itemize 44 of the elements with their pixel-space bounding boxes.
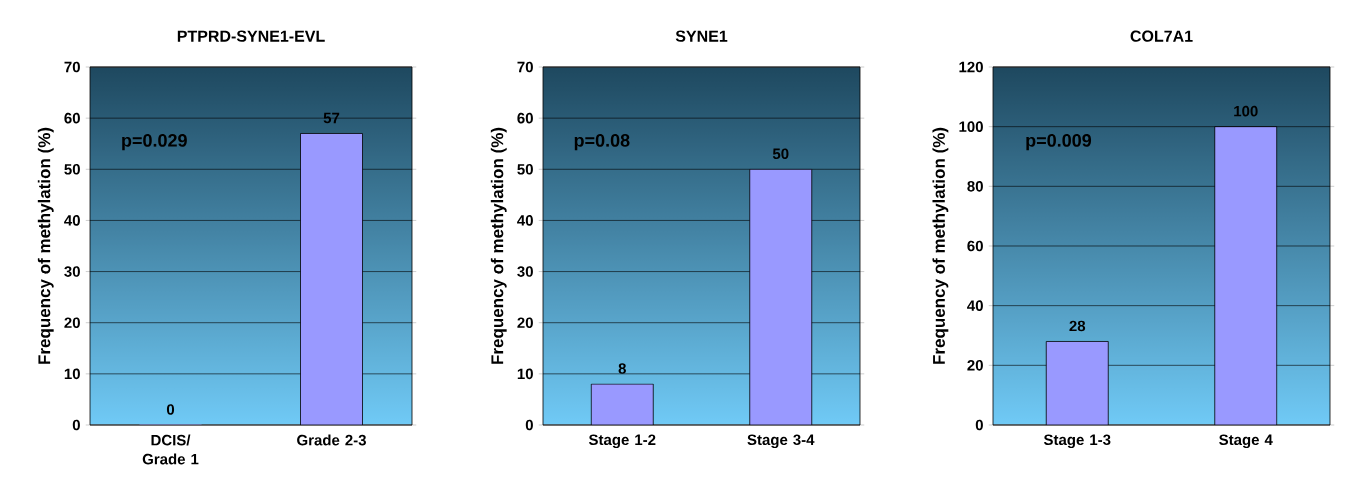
chart-title: PTPRD-SYNE1-EVL [177, 30, 325, 42]
data-label: 100 [1234, 105, 1258, 117]
chart-title: COL7A1 [1130, 30, 1193, 42]
y-tick-label: 50 [517, 163, 533, 175]
y-tick-label: 0 [975, 419, 983, 431]
y-axis-title: Frequency of methylation (%) [37, 127, 54, 364]
y-tick-label: 0 [72, 419, 80, 431]
data-label: 28 [1069, 320, 1086, 332]
annotation: p=0.009 [1026, 134, 1092, 151]
x-tick-label: Stage 1-2 [588, 434, 656, 449]
x-tick-label: Grade 2-3 [297, 434, 366, 446]
y-tick-label: 20 [517, 317, 533, 329]
annotation: p=0.08 [574, 134, 630, 151]
data-label: 0 [166, 404, 175, 415]
y-tick-label: 70 [64, 61, 80, 73]
x-tick-label: Stage 4 [1219, 434, 1273, 449]
y-tick-label: 30 [517, 266, 533, 277]
y-axis-title: Frequency of methylation (%) [490, 127, 507, 364]
y-tick-label: 60 [64, 112, 80, 124]
y-tick-label: 40 [64, 215, 80, 226]
data-label: 8 [618, 363, 626, 374]
data-label: 50 [772, 148, 789, 160]
annotation: p=0.029 [122, 134, 187, 151]
y-tick-label: 10 [517, 368, 533, 380]
chart-title: SYNE1 [675, 30, 728, 42]
y-tick-label: 40 [967, 300, 983, 311]
y-tick-label: 0 [525, 419, 533, 431]
y-tick-label: 40 [517, 215, 533, 226]
y-axis-title: Frequency of methylation (%) [932, 127, 949, 364]
x-tick-label: Stage 1-3 [1043, 434, 1111, 449]
y-tick-label: 20 [64, 317, 80, 329]
y-tick-label: 80 [967, 181, 983, 192]
x-tick-label: Stage 3-4 [747, 434, 815, 449]
y-tick-label: 50 [64, 163, 80, 175]
y-tick-label: 60 [517, 112, 533, 124]
y-tick-label: 30 [64, 266, 80, 277]
x-tick-label: DCIS/ Grade 1 [142, 434, 199, 465]
y-tick-label: 70 [517, 61, 533, 73]
y-tick-label: 100 [959, 121, 983, 132]
y-tick-label: 20 [967, 360, 983, 371]
y-tick-label: 60 [967, 240, 983, 252]
y-tick-label: 10 [64, 368, 80, 380]
data-label: 57 [323, 112, 340, 124]
y-tick-label: 120 [959, 61, 983, 73]
